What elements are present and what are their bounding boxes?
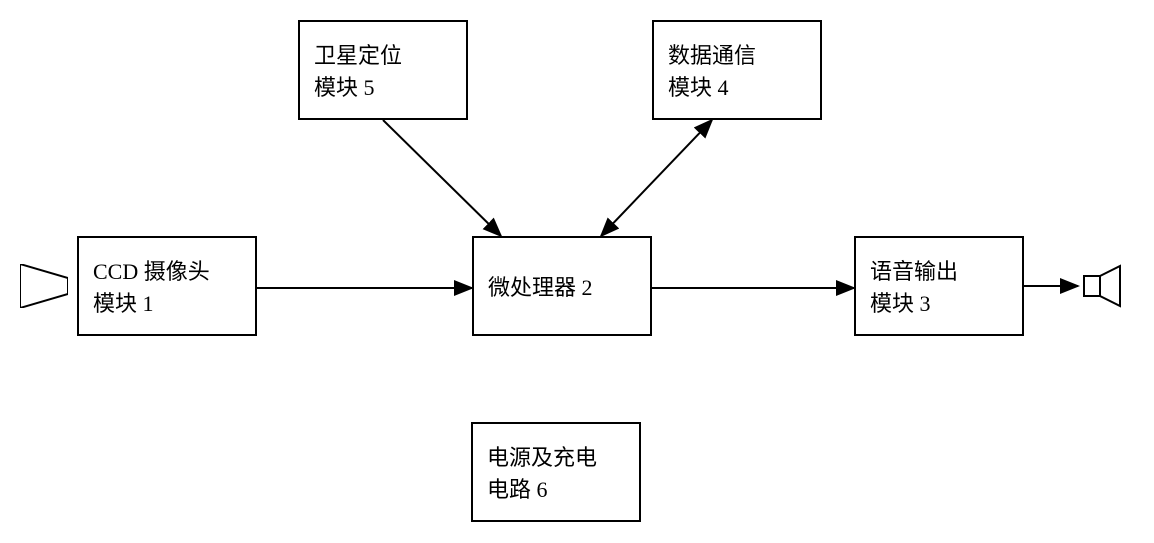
edge-satellite-to-mcu bbox=[383, 120, 501, 236]
edge-mcu-to-datacomm bbox=[601, 120, 712, 236]
node-satellite-line1: 卫星定位 bbox=[314, 38, 452, 70]
node-satellite: 卫星定位 模块 5 bbox=[298, 20, 468, 120]
node-power-line2: 电路 6 bbox=[487, 472, 625, 504]
node-microprocessor: 微处理器 2 bbox=[472, 236, 652, 336]
node-microprocessor-line1: 微处理器 2 bbox=[488, 270, 636, 302]
node-ccd-camera-line1: CCD 摄像头 bbox=[93, 254, 241, 286]
node-power-line1: 电源及充电 bbox=[487, 440, 625, 472]
node-data-comm: 数据通信 模块 4 bbox=[652, 20, 822, 120]
node-ccd-camera: CCD 摄像头 模块 1 bbox=[77, 236, 257, 336]
node-satellite-line2: 模块 5 bbox=[314, 70, 452, 102]
node-data-comm-line2: 模块 4 bbox=[668, 70, 806, 102]
node-power: 电源及充电 电路 6 bbox=[471, 422, 641, 522]
node-data-comm-line1: 数据通信 bbox=[668, 38, 806, 70]
node-voice-output-line2: 模块 3 bbox=[870, 286, 1008, 318]
node-voice-output: 语音输出 模块 3 bbox=[854, 236, 1024, 336]
node-ccd-camera-line2: 模块 1 bbox=[93, 286, 241, 318]
speaker-icon bbox=[1082, 264, 1126, 308]
node-voice-output-line1: 语音输出 bbox=[870, 254, 1008, 286]
camera-icon bbox=[20, 264, 68, 308]
